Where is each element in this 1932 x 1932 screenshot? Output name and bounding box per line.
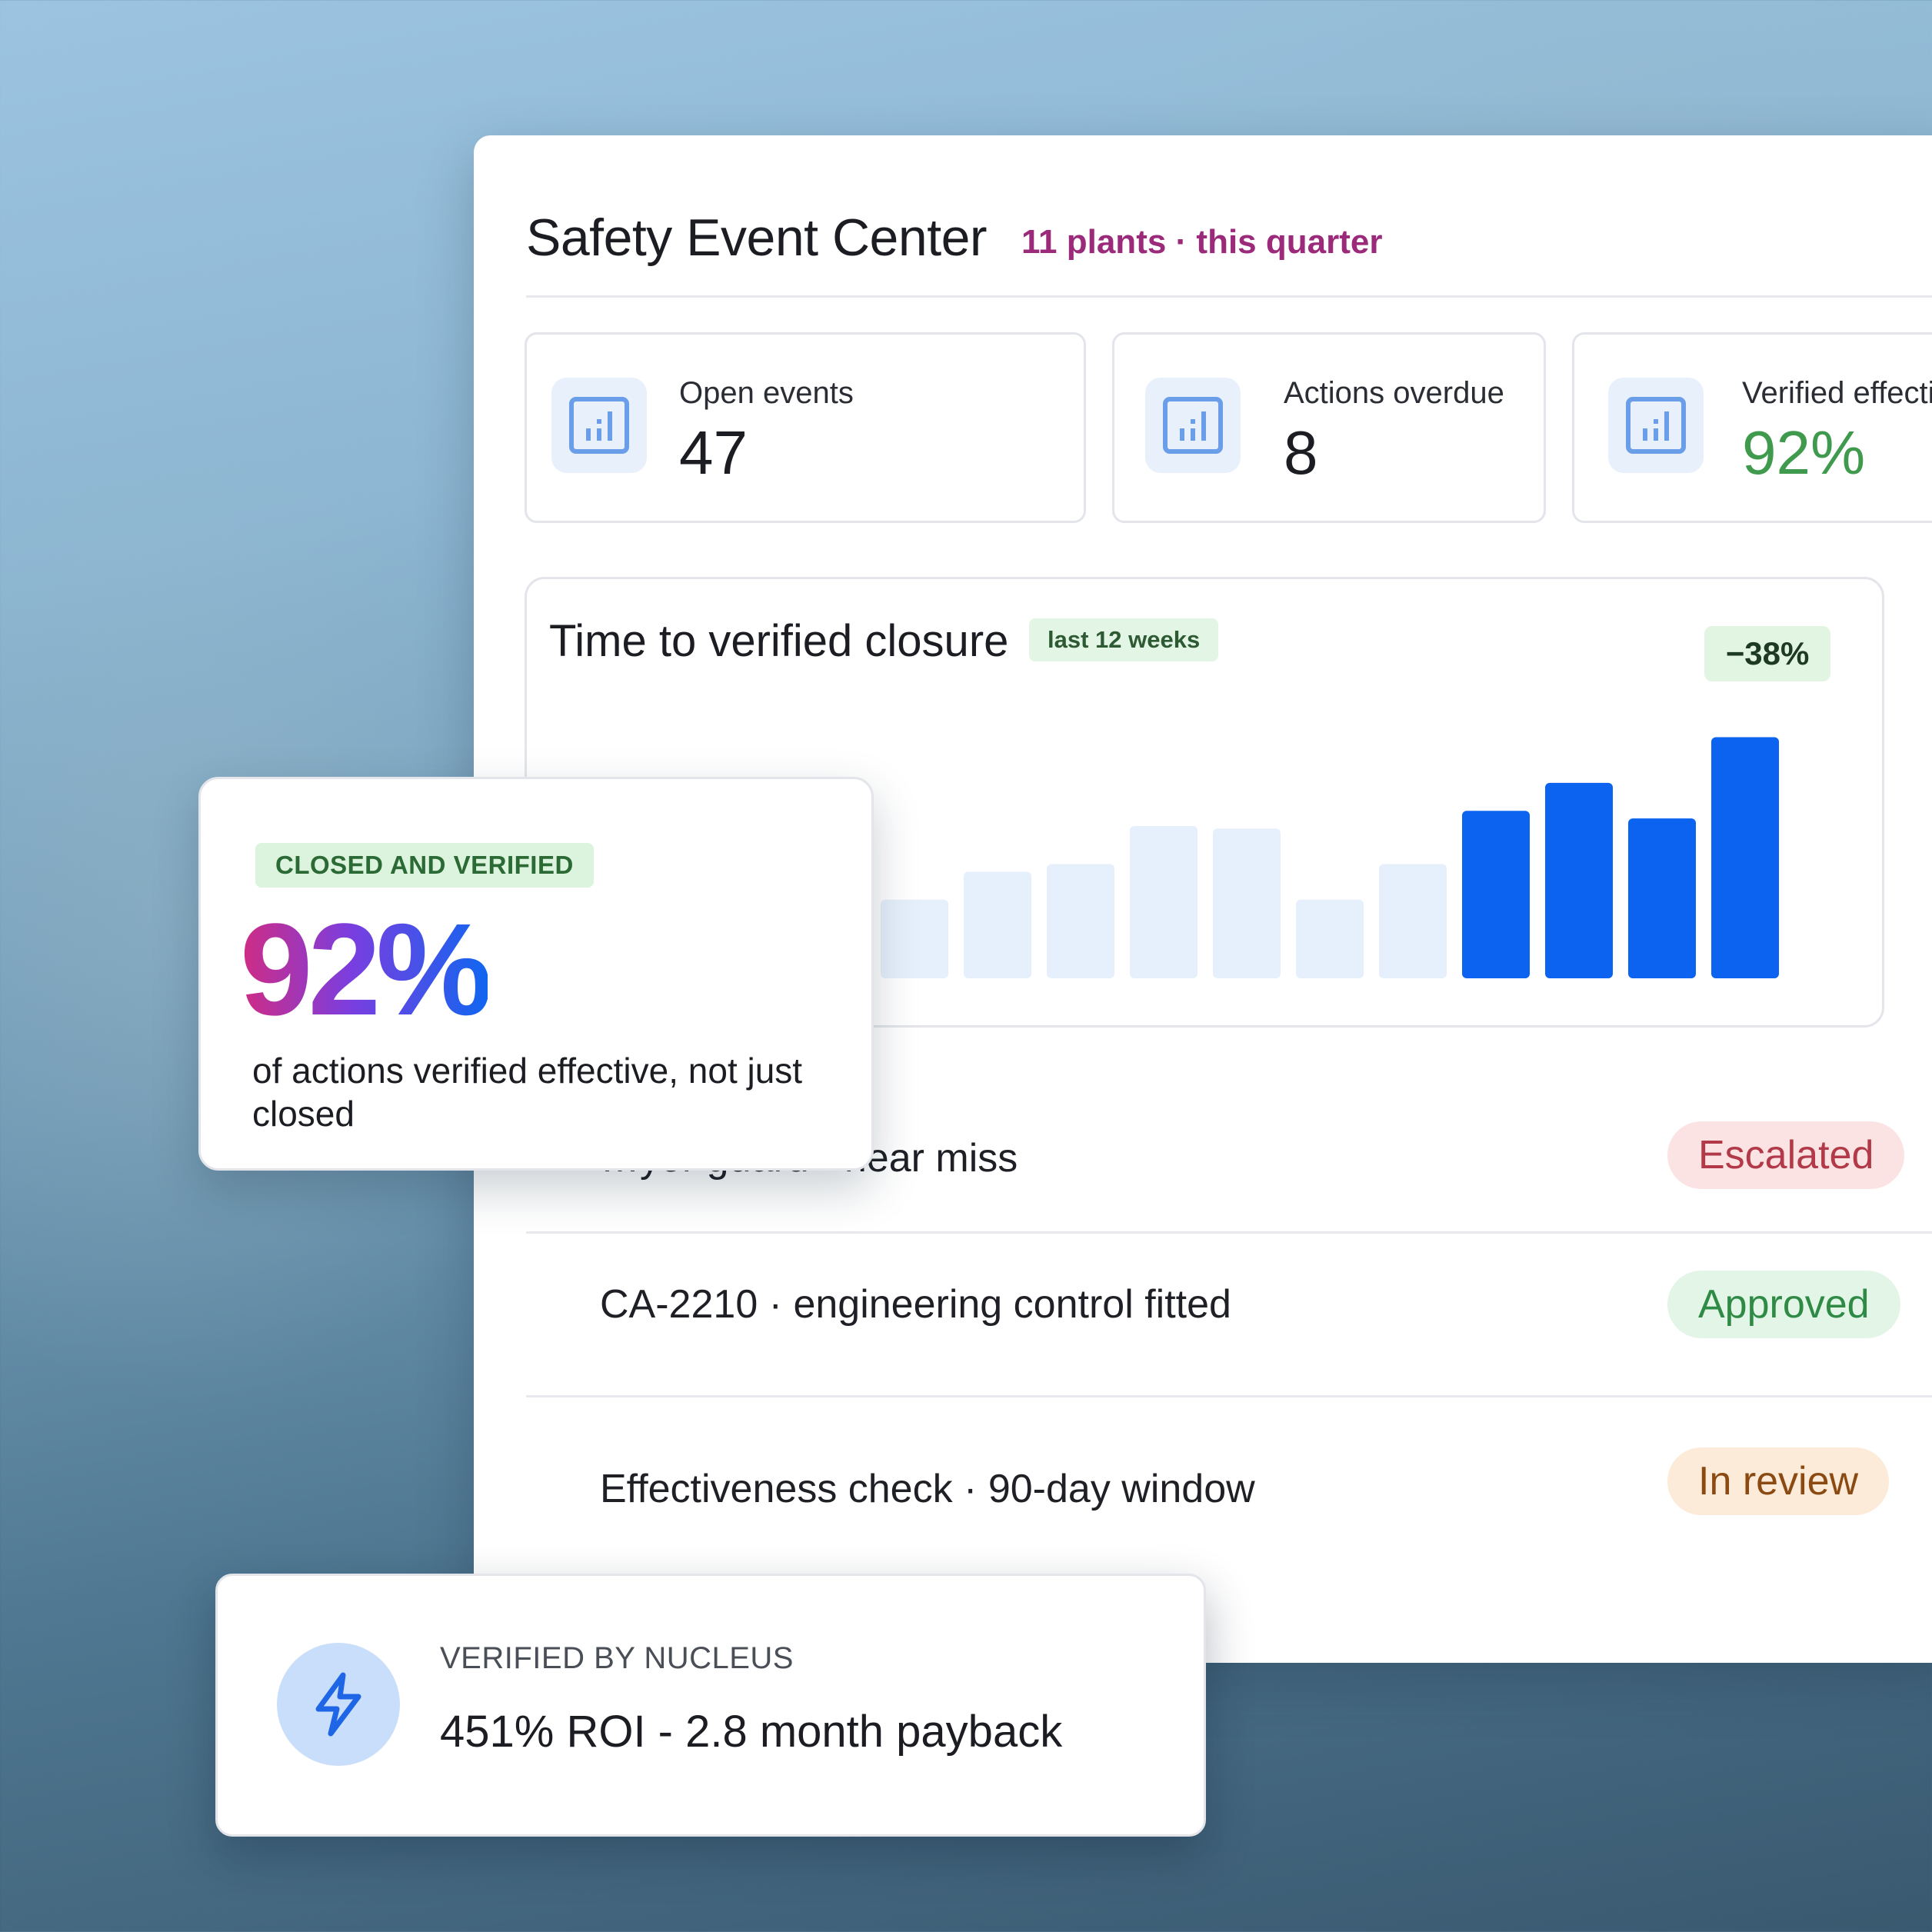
lightning-bolt-icon: [277, 1643, 400, 1766]
verified-percentage: 92%: [240, 897, 492, 1043]
event-row-text[interactable]: CA-2210 · engineering control fitted: [600, 1282, 1231, 1327]
verified-description: of actions verified effective, not just …: [252, 1051, 803, 1134]
stat-value: 92%: [1742, 418, 1866, 487]
roi-headline: 451% ROI - 2.8 month payback: [440, 1707, 1063, 1757]
chart-range-pill[interactable]: last 12 weeks: [1029, 618, 1219, 661]
roi-kicker: VERIFIED BY NUCLEUS: [440, 1641, 794, 1675]
status-badge-in-review: In review: [1667, 1447, 1890, 1515]
event-row-text[interactable]: Effectiveness check · 90-day window: [600, 1467, 1255, 1511]
row-divider: [526, 1395, 1932, 1397]
stat-value: 8: [1284, 418, 1318, 487]
stat-card-verified-effective[interactable]: Verified effecti 92%: [1572, 332, 1932, 523]
bar-chart-icon: [551, 378, 647, 473]
delta-badge: −38%: [1704, 626, 1830, 681]
stat-value: 47: [679, 418, 748, 487]
bar-chart-icon: [1145, 378, 1241, 473]
bar-chart-icon: [1608, 378, 1704, 473]
closed-verified-tag: CLOSED AND VERIFIED: [255, 843, 594, 888]
status-badge-approved: Approved: [1667, 1271, 1900, 1338]
stat-label: Actions overdue: [1284, 376, 1504, 410]
page-subtitle: 11 plants · this quarter: [1021, 223, 1383, 261]
row-divider: [526, 1231, 1932, 1234]
chart-title: Time to verified closure: [549, 616, 1009, 666]
stat-card-actions-overdue[interactable]: Actions overdue 8: [1112, 332, 1546, 523]
stat-label: Verified effecti: [1742, 376, 1932, 410]
stat-label: Open events: [679, 376, 854, 410]
panel-header: [526, 202, 1932, 298]
verified-summary-card: [198, 777, 874, 1171]
page-title: Safety Event Center: [526, 208, 988, 267]
stat-card-open-events[interactable]: Open events 47: [525, 332, 1086, 523]
status-badge-escalated: Escalated: [1667, 1121, 1905, 1189]
